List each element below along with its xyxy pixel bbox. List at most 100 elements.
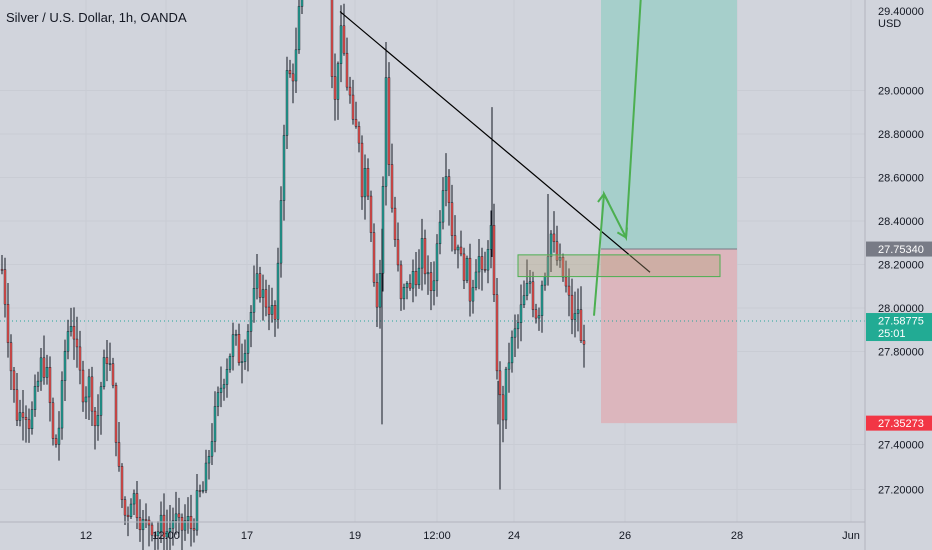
candle-up (108, 363, 112, 365)
candle-down (429, 272, 433, 291)
candle-down (138, 517, 142, 531)
candle-down (399, 264, 403, 300)
candle-down (21, 412, 25, 418)
candle-up (240, 361, 244, 363)
candle-down (114, 385, 118, 443)
candle-down (54, 438, 58, 445)
candle-down (258, 273, 262, 298)
candle-down (534, 309, 538, 319)
candle-down (90, 376, 94, 412)
position-zones (0, 0, 865, 424)
price-tick-label: 27.20000 (878, 485, 924, 497)
candle-up (402, 287, 406, 300)
candle-up (132, 493, 136, 505)
time-tick-label: 24 (508, 530, 520, 542)
candle-up (168, 528, 172, 532)
candle-down (6, 304, 10, 343)
candle-up (384, 77, 388, 187)
candle-down (570, 294, 574, 320)
candle-down (117, 442, 121, 467)
candle-down (552, 233, 556, 242)
candle-up (540, 284, 544, 316)
candle-down (348, 86, 352, 96)
candle-down (423, 238, 427, 275)
candle-up (504, 368, 508, 421)
candle-up (294, 49, 298, 82)
candle-up (246, 331, 250, 354)
candle-down (144, 519, 148, 521)
candle-down (555, 241, 559, 261)
stop-price-tag-label: 27.35273 (878, 418, 924, 430)
candle-up (513, 328, 517, 338)
candle-down (342, 25, 346, 54)
price-tick-label: 28.80000 (878, 129, 924, 141)
candle-up (549, 233, 553, 257)
candle-up (465, 257, 469, 281)
candle-up (282, 135, 286, 201)
candle-up (432, 280, 436, 291)
candle-up (165, 531, 169, 538)
candle-up (231, 334, 235, 357)
candle-up (543, 276, 547, 286)
candle-down (291, 73, 295, 82)
candle-up (36, 380, 40, 387)
consolidation-box[interactable] (517, 254, 721, 278)
candle-down (93, 410, 97, 427)
arrow-head-icon (616, 227, 628, 240)
candle-down (150, 524, 154, 536)
candle-down (459, 246, 463, 255)
candle-down (501, 394, 505, 421)
candle-up (285, 70, 289, 136)
candle-down (267, 306, 271, 315)
candle-down (579, 309, 583, 341)
candle-down (447, 176, 451, 203)
candle-down (492, 225, 496, 296)
candle-up (276, 262, 280, 320)
candle-up (405, 283, 409, 288)
profit-zone[interactable] (601, 0, 737, 250)
candle-down (75, 338, 79, 348)
candle-up (249, 312, 253, 332)
candle-up (297, 6, 301, 51)
candle-down (42, 357, 46, 378)
candle-down (162, 514, 166, 538)
last-price-tag-label: 27.58775 (878, 316, 924, 328)
candle-up (477, 256, 481, 273)
candle-up (69, 325, 73, 332)
candle-down (567, 285, 571, 296)
last-price-tag-countdown: 25:01 (878, 328, 906, 340)
candle-down (0, 269, 4, 271)
candle-down (111, 363, 115, 386)
price-tick-label: 27.80000 (878, 347, 924, 359)
candle-up (411, 271, 415, 289)
candle-up (528, 281, 532, 284)
candle-up (18, 412, 22, 421)
price-axis-header: 29.40000 USD (878, 6, 924, 30)
candle-up (270, 305, 274, 315)
time-axis-labels[interactable]: 12 12:00 17 19 12:00 24 26 28 Jun (80, 530, 860, 542)
candle-up (45, 367, 49, 378)
drawings[interactable] (339, 0, 721, 316)
projection-arrow[interactable] (593, 0, 662, 316)
candle-up (519, 304, 523, 323)
candle-up (234, 334, 238, 336)
time-tick-label: 28 (731, 530, 743, 542)
candle-up (216, 392, 220, 407)
trendline[interactable] (339, 11, 651, 273)
price-axis-labels[interactable]: 29.00000 28.80000 28.60000 28.40000 28.20000… (878, 86, 924, 497)
candle-up (30, 409, 34, 430)
candle-down (531, 281, 535, 310)
loss-zone[interactable] (601, 249, 737, 424)
candle-up (195, 490, 199, 531)
candle-down (198, 490, 202, 492)
candle-up (486, 249, 490, 271)
candle-down (105, 357, 109, 365)
price-tick-label: 28.20000 (878, 260, 924, 272)
candle-down (135, 493, 139, 518)
candle-down (468, 257, 472, 302)
candle-down (366, 168, 370, 197)
candle-up (87, 376, 91, 398)
candle-up (522, 295, 526, 306)
